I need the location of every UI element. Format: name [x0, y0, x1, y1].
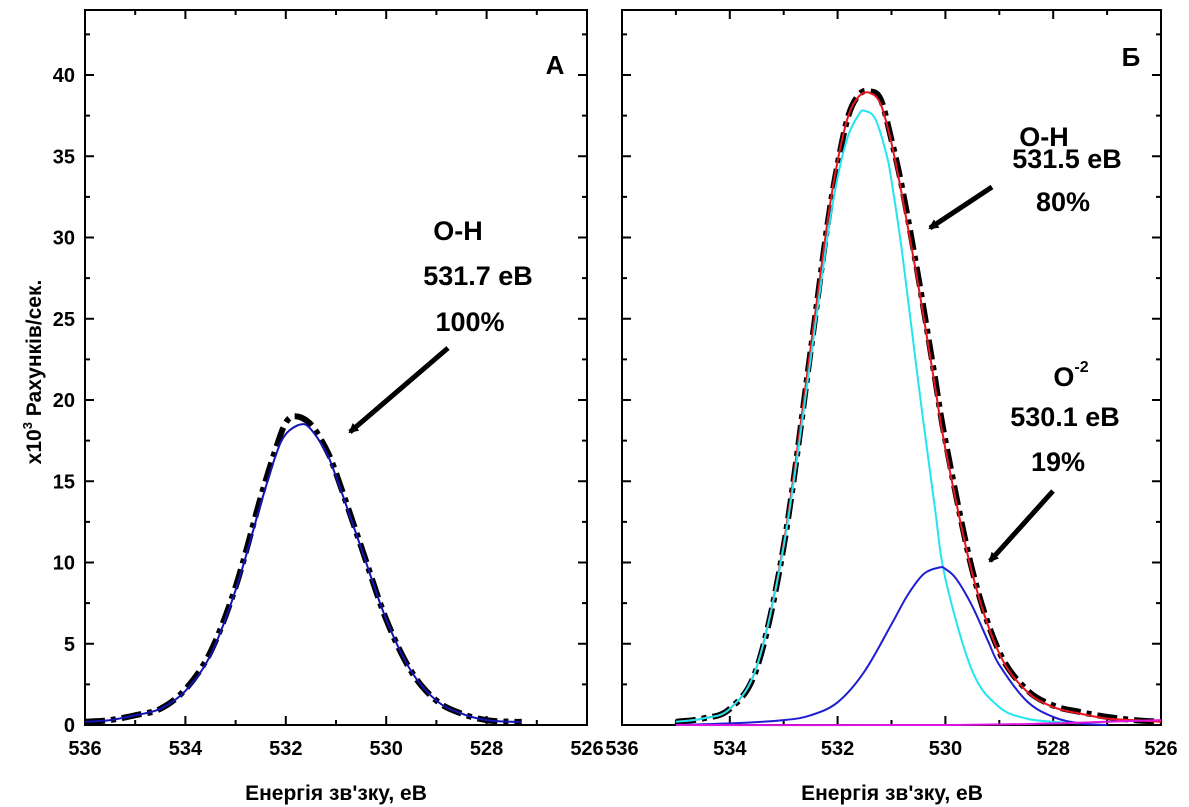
- y-tick-label: 10: [53, 553, 75, 575]
- y-tick-label: 40: [53, 65, 75, 87]
- annotation-oh-line-2: 531.5 eB: [1012, 144, 1122, 174]
- panel-a-y-axis-title: x103 Рахунків/сек.: [20, 280, 46, 465]
- x-tick-label: 532: [821, 738, 854, 760]
- annotation-o2-superscript: -2: [1074, 359, 1088, 376]
- x-tick-label: 526: [570, 738, 603, 760]
- panel-a-y-ticks: [85, 33, 587, 726]
- panel-b-annotation-oh: O-H 531.5 eB 80%: [928, 122, 1122, 231]
- x-tick-label: 528: [470, 738, 503, 760]
- x-tick-label: 530: [370, 738, 403, 760]
- panel-b-x-ticks: [621, 10, 1162, 725]
- annotation-o2-arrow: [988, 489, 1055, 563]
- annotation-line-2: 531.7 eB: [423, 261, 533, 291]
- series-component-3: [675, 566, 1108, 726]
- panel-a-annotation-oh: O-H 531.7 eB 100%: [348, 216, 533, 434]
- x-tick-label: 536: [605, 738, 638, 760]
- series-measured: [84, 413, 522, 725]
- panel-a-y-tick-labels: 0 5 10 15 20 25 30 35 40: [53, 65, 75, 737]
- panel-b-y-ticks: [622, 33, 1161, 726]
- x-tick-label: 534: [713, 738, 747, 760]
- panel-a: 536 534 532 530 528 526 0 5 10 15 20 25 30 35 40 А O-…: [20, 9, 604, 805]
- y-tick-label: 25: [53, 309, 75, 331]
- annotation-line-3: 100%: [435, 307, 504, 337]
- series-component-2: [675, 109, 1081, 725]
- annotation-o2-line-1: O-2: [1053, 359, 1088, 392]
- annotation-oh-arrow: [928, 184, 994, 231]
- annotation-o2-symbol: O: [1053, 362, 1074, 392]
- y-axis-prefix: x10: [23, 429, 46, 464]
- annotation-o2-line-2: 530.1 eB: [1010, 402, 1120, 432]
- y-tick-label: 30: [53, 228, 75, 250]
- x-tick-label: 530: [929, 738, 962, 760]
- series-component-4: [675, 719, 1162, 727]
- panel-b-series: [675, 87, 1162, 727]
- y-tick-label: 20: [53, 390, 75, 412]
- panel-b-annotation-o2: O-2 530.1 eB 19%: [988, 359, 1120, 563]
- panel-a-x-ticks: [84, 10, 588, 725]
- y-axis-rest: Рахунків/сек.: [23, 280, 46, 422]
- series-fit-1: [84, 423, 522, 723]
- y-tick-label: 5: [64, 634, 75, 656]
- annotation-oh-line-3: 80%: [1036, 187, 1090, 217]
- panel-a-letter: А: [546, 50, 565, 80]
- x-tick-label: 536: [68, 738, 101, 760]
- x-tick-label: 526: [1144, 738, 1177, 760]
- x-tick-label: 532: [269, 738, 302, 760]
- y-axis-exponent: 3: [20, 422, 35, 429]
- annotation-o2-line-3: 19%: [1031, 447, 1085, 477]
- annotation-line-1: O-H: [433, 216, 483, 246]
- y-tick-label: 35: [53, 146, 75, 168]
- panel-b-x-axis-title: Енергія зв'зку, еВ: [801, 782, 983, 805]
- panel-b-letter: Б: [1122, 42, 1141, 72]
- annotation-arrow: [348, 346, 450, 434]
- panel-b: 536 534 532 530 528 526 Б O-H 531.5 eB 80% O-…: [605, 9, 1178, 805]
- panel-a-series: [84, 413, 522, 725]
- panel-a-x-tick-labels: 536 534 532 530 528 526: [68, 738, 603, 760]
- panel-a-frame: [84, 9, 588, 726]
- annotation-oh-line-1: O-H: [1019, 122, 1069, 152]
- y-tick-label: 0: [64, 715, 75, 737]
- x-tick-label: 534: [169, 738, 203, 760]
- y-tick-label: 15: [53, 471, 75, 493]
- x-tick-label: 528: [1037, 738, 1070, 760]
- panel-b-x-tick-labels: 536 534 532 530 528 526: [605, 738, 1177, 760]
- panel-a-x-axis-title: Енергія зв'зку, еВ: [245, 782, 427, 805]
